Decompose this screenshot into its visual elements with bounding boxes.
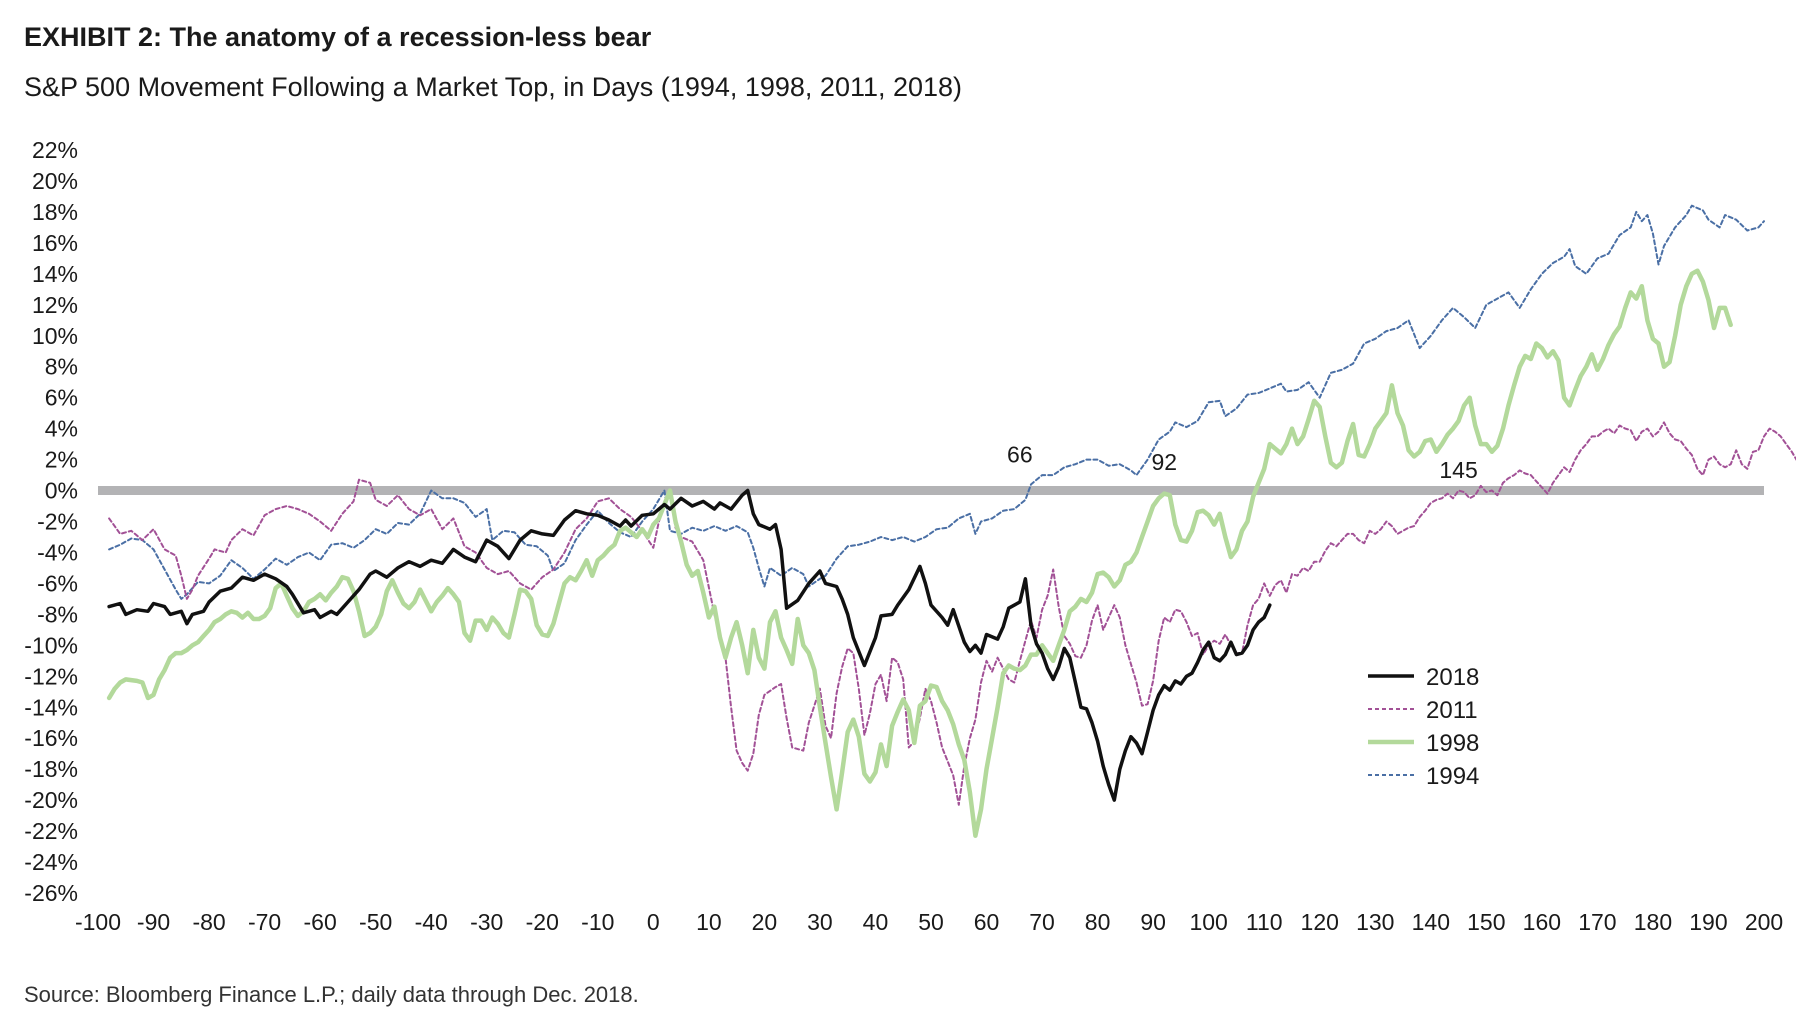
- series-line-1994: [108, 204, 1765, 600]
- y-tick-label: 6%: [45, 385, 78, 411]
- x-tick-label: -100: [75, 909, 121, 935]
- legend-label-2018: 2018: [1426, 664, 1479, 691]
- exhibit-title: EXHIBIT 2: The anatomy of a recession-le…: [24, 22, 652, 52]
- x-tick-label: 100: [1189, 909, 1227, 935]
- annotation-label: 92: [1151, 449, 1177, 475]
- legend: 2018 2011 1998 1994: [1368, 664, 1479, 790]
- y-tick-label: 8%: [45, 354, 78, 380]
- x-tick-label: 20: [752, 909, 778, 935]
- annotation-label: 145: [1439, 457, 1477, 483]
- y-tick-label: -22%: [24, 818, 78, 844]
- x-tick-label: 200: [1745, 909, 1783, 935]
- x-tick-label: 60: [974, 909, 1000, 935]
- annotations: 66 92 145: [1007, 441, 1478, 482]
- chart-subtitle: S&P 500 Movement Following a Market Top,…: [24, 72, 963, 102]
- x-tick-label: -60: [304, 909, 337, 935]
- source-note: Source: Bloomberg Finance L.P.; daily da…: [24, 982, 639, 1007]
- series-line-2011: [108, 421, 1796, 806]
- x-tick-label: -20: [526, 909, 559, 935]
- x-tick-label: 0: [647, 909, 660, 935]
- y-tick-label: 12%: [32, 292, 78, 318]
- y-tick-label: 2%: [45, 447, 78, 473]
- x-tick-label: -30: [470, 909, 503, 935]
- y-tick-label: -24%: [24, 849, 78, 875]
- legend-label-2011: 2011: [1426, 697, 1478, 724]
- y-tick-label: -6%: [37, 570, 78, 596]
- y-tick-label: -26%: [24, 880, 78, 906]
- y-tick-label: -18%: [24, 756, 78, 782]
- x-tick-label: 10: [696, 909, 722, 935]
- y-tick-label: 18%: [32, 199, 78, 225]
- y-tick-label: 10%: [32, 323, 78, 349]
- legend-label-1998: 1998: [1426, 730, 1479, 757]
- y-tick-label: -12%: [24, 663, 78, 689]
- series-layer: [106, 204, 1796, 838]
- x-tick-label: 50: [918, 909, 944, 935]
- x-tick-label: -10: [581, 909, 614, 935]
- series-line-2018: [107, 488, 1272, 802]
- x-axis-ticks: -100 -90 -80 -70 -60 -50 -40 -30 -20 -10 0 10 20 30 40…: [75, 909, 1783, 935]
- x-tick-label: 110: [1246, 909, 1283, 935]
- y-axis-ticks: -26% -24% -22% -20% -18% -16% -14% -12% -10% -8% -…: [24, 137, 78, 906]
- x-tick-label: -70: [248, 909, 281, 935]
- y-tick-label: -4%: [37, 539, 78, 565]
- y-tick-label: -8%: [37, 601, 78, 627]
- x-tick-label: 170: [1578, 909, 1616, 935]
- y-tick-label: -10%: [24, 632, 78, 658]
- x-tick-label: 30: [807, 909, 833, 935]
- x-tick-label: 160: [1523, 909, 1561, 935]
- x-tick-label: -80: [192, 909, 225, 935]
- x-tick-label: 150: [1467, 909, 1505, 935]
- x-tick-label: -50: [359, 909, 392, 935]
- y-tick-label: 0%: [45, 478, 78, 504]
- legend-label-1994: 1994: [1426, 763, 1479, 790]
- x-tick-label: 190: [1689, 909, 1727, 935]
- y-tick-label: -20%: [24, 787, 78, 813]
- x-tick-label: 90: [1140, 909, 1166, 935]
- y-tick-label: -16%: [24, 725, 78, 751]
- y-tick-label: 14%: [32, 261, 78, 287]
- y-tick-label: 4%: [45, 416, 78, 442]
- x-tick-label: 120: [1301, 909, 1339, 935]
- x-tick-label: -90: [137, 909, 170, 935]
- x-tick-label: -40: [415, 909, 448, 935]
- y-tick-label: -14%: [24, 694, 78, 720]
- x-tick-label: 130: [1356, 909, 1394, 935]
- series-line-1998: [106, 268, 1733, 838]
- x-tick-label: 80: [1085, 909, 1111, 935]
- y-tick-label: 22%: [32, 137, 78, 163]
- x-tick-label: 70: [1029, 909, 1055, 935]
- x-tick-label: 140: [1412, 909, 1450, 935]
- y-tick-label: -2%: [37, 509, 78, 535]
- x-tick-label: 40: [863, 909, 889, 935]
- annotation-label: 66: [1007, 441, 1033, 467]
- y-tick-label: 20%: [32, 168, 78, 194]
- x-tick-label: 180: [1634, 909, 1672, 935]
- y-tick-label: 16%: [32, 230, 78, 256]
